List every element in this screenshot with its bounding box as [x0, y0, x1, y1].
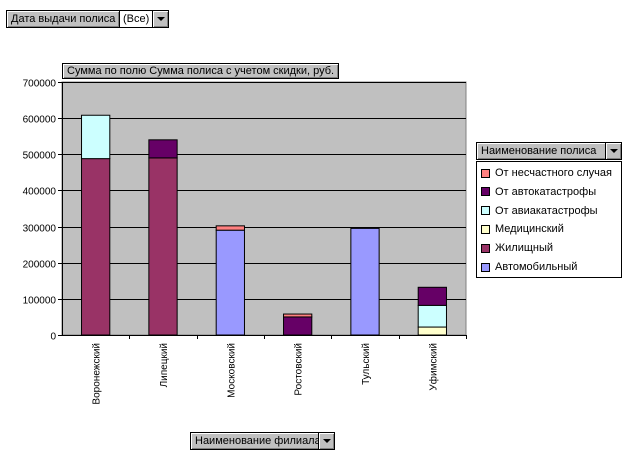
legend-swatch — [481, 224, 490, 234]
legend-swatch — [481, 206, 490, 216]
bar-segment — [417, 326, 447, 336]
y-tick-label: 300000 — [23, 224, 57, 235]
page-filter-value-text: (Все) — [123, 13, 150, 25]
bar-segment — [283, 313, 313, 318]
legend-label: От автокатастрофы — [495, 185, 597, 198]
legend-label: От авиакатастрофы — [495, 204, 598, 217]
page-filter-field-button[interactable]: Дата выдачи полиса — [6, 10, 121, 28]
legend-item: Жилищный — [481, 239, 553, 257]
legend-item: От авиакатастрофы — [481, 202, 598, 220]
series-field-button[interactable]: Наименование полиса — [476, 142, 610, 160]
legend-swatch — [481, 168, 490, 178]
category-field-dropdown-icon[interactable] — [318, 432, 335, 450]
bar-segment — [215, 229, 245, 336]
bar-segment — [215, 225, 245, 231]
y-tick-label: 600000 — [23, 115, 57, 126]
x-tick-label: Ростовский — [294, 343, 305, 396]
y-tick-label: 400000 — [23, 187, 57, 198]
bar-segment — [148, 157, 178, 336]
x-tick-label: Московский — [226, 343, 237, 398]
legend-label: Жилищный — [495, 242, 554, 255]
legend-label: От несчастного случая — [495, 167, 612, 180]
legend: От несчастного случая От автокатастрофы От… — [476, 161, 622, 278]
data-field-button[interactable]: Сумма по полю Сумма полиса с учетом скид… — [62, 63, 340, 79]
legend-label: Медицинский — [495, 223, 564, 236]
bar-segment — [148, 139, 178, 159]
legend-swatch — [481, 187, 490, 197]
x-tick-label: Тульский — [361, 343, 372, 385]
bar-segment — [81, 158, 111, 336]
legend-item: От несчастного случая — [481, 164, 612, 182]
y-tick-label: 200000 — [23, 260, 57, 271]
x-tick-label: Воронежский — [92, 343, 103, 405]
y-tick-label: 700000 — [23, 79, 57, 90]
y-tick-label: 500000 — [23, 151, 57, 162]
legend-item: Медицинский — [481, 220, 564, 238]
page-filter-label: Дата выдачи полиса — [11, 13, 116, 25]
bar-segment — [350, 227, 380, 336]
legend-label: Автомобильный — [495, 261, 578, 274]
page-filter-value[interactable]: (Все) — [119, 10, 154, 28]
legend-swatch — [481, 243, 490, 253]
page-filter-dropdown-icon[interactable] — [152, 10, 169, 28]
y-tick-label: 0 — [50, 332, 56, 343]
category-field-button[interactable]: Наименование филиала — [190, 432, 326, 450]
plot-area — [61, 81, 467, 336]
series-field-label: Наименование полиса — [481, 145, 597, 157]
bar-segment — [417, 286, 447, 306]
x-tick-label: Уфимский — [427, 343, 439, 391]
series-field-dropdown-icon[interactable] — [605, 142, 622, 160]
legend-item: Автомобильный — [481, 258, 577, 276]
legend-swatch — [481, 262, 490, 272]
bar-segment — [283, 316, 313, 336]
category-field-label: Наименование филиала — [195, 435, 321, 447]
bar-segment — [81, 114, 111, 160]
bar-segment — [417, 304, 447, 328]
x-tick-label: Липецкий — [159, 343, 170, 387]
y-tick-label: 100000 — [23, 296, 57, 307]
data-field-label: Сумма по полю Сумма полиса с учетом скид… — [67, 65, 335, 77]
legend-item: От автокатастрофы — [481, 183, 596, 201]
